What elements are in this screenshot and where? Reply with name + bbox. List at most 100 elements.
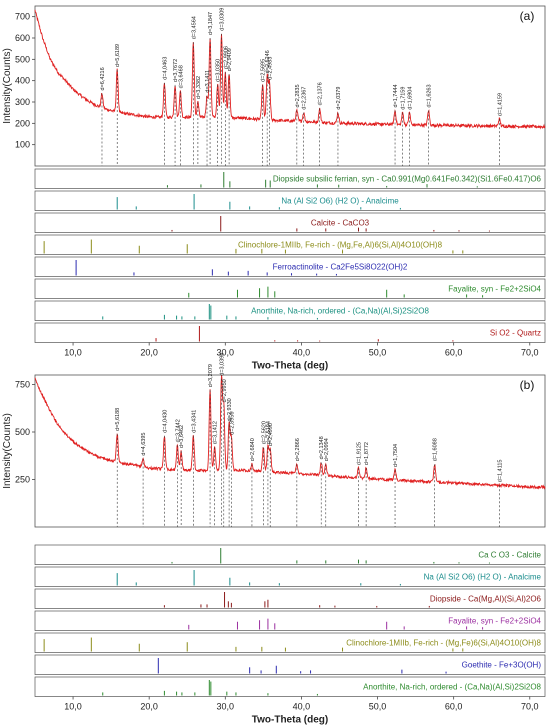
reference-strip: Ca C O3 - Calcite bbox=[34, 544, 546, 565]
reference-phase-label: Diopside - Ca(Mg,Al)(Si,Al)2O6 bbox=[430, 595, 542, 604]
peak-d-spacing-label: d=1,9125 bbox=[357, 442, 363, 465]
reference-strip-frame bbox=[34, 632, 546, 653]
plot-frame bbox=[34, 374, 546, 528]
diffraction-pattern-line bbox=[34, 375, 546, 490]
peak-d-spacing-label: d=3,6468 bbox=[178, 65, 184, 88]
peak-d-spacing-label: d=2,2866 bbox=[295, 438, 301, 461]
peak-d-spacing-label: d=3,7442 bbox=[175, 419, 181, 442]
reference-strip-frame bbox=[34, 566, 546, 587]
y-tick-label: 500 bbox=[15, 427, 30, 437]
peak-d-spacing-label: d=1,7504 bbox=[393, 444, 399, 467]
x-tick-label: 70,0 bbox=[521, 702, 539, 712]
y-axis-label: Intensity(Counts) bbox=[2, 413, 13, 489]
peak-d-spacing-label: d=4,6395 bbox=[141, 433, 147, 456]
x-tick-label: 60,0 bbox=[445, 702, 463, 712]
y-tick-label: 500 bbox=[15, 54, 30, 64]
reference-strip-frame bbox=[34, 190, 546, 211]
peak-d-spacing-label: d=1,4159 bbox=[497, 93, 503, 116]
peak-d-spacing-label: d=1,7444 bbox=[393, 84, 399, 107]
y-tick-label: 400 bbox=[15, 76, 30, 86]
peak-d-spacing-label: d=4,0463 bbox=[162, 57, 168, 80]
peak-d-spacing-label: d=3,1412 bbox=[213, 421, 219, 444]
reference-strip-frame bbox=[34, 588, 546, 609]
reference-strip: Clinochlore-1MIIb, Fe-rich - (Mg,Fe,Al)6… bbox=[34, 234, 546, 255]
peak-d-spacing-label: d=3,4564 bbox=[191, 16, 197, 39]
peak-d-spacing-label: d=1,6904 bbox=[408, 87, 414, 110]
peak-d-spacing-label: d=3,3382 bbox=[196, 76, 202, 99]
reference-strip: Goethite - Fe+3O(OH) bbox=[34, 654, 546, 675]
peak-d-spacing-label: d=2,5620 bbox=[261, 421, 267, 444]
reference-phase-label: Ferroactinolite - Ca2Fe5Si8O22(OH)2 bbox=[273, 263, 408, 272]
reference-strip-frame bbox=[34, 234, 546, 255]
reference-phase-label: Na (Al Si2 O6) (H2 O) - Analcime bbox=[281, 197, 399, 206]
peak-d-spacing-label: d=2,5695 bbox=[261, 59, 267, 82]
x-tick-label: 70,0 bbox=[521, 348, 539, 358]
reference-strip: Anorthite, Na-rich, ordered - (Ca,Na)(Al… bbox=[34, 300, 546, 321]
peak-d-spacing-label: d=2,2367 bbox=[302, 87, 308, 110]
reference-phase-label: Fayalite, syn - Fe2+2SiO4 bbox=[448, 617, 541, 626]
peak-d-spacing-label: d=3,0350 bbox=[216, 59, 222, 82]
peak-d-spacing-label: d=3,1847 bbox=[208, 12, 214, 35]
reference-phase-label: Anorthite, Na-rich, ordered - (Ca,Na)(Al… bbox=[363, 683, 541, 692]
peak-d-spacing-label: d=1,7159 bbox=[401, 87, 407, 110]
xrd-panel: 250 500 750 Intensity(Counts) (b) d=5,6188 d=4… bbox=[2, 353, 546, 725]
peak-d-spacing-label: d=2,1348 bbox=[319, 436, 325, 459]
peak-d-spacing-label: d=2,0379 bbox=[336, 87, 342, 110]
x-tick-label: 30,0 bbox=[217, 348, 235, 358]
x-tick-label: 20,0 bbox=[140, 348, 158, 358]
peak-d-spacing-label: d=1,8772 bbox=[364, 442, 370, 465]
peak-d-spacing-label: d=2,5194 bbox=[266, 421, 272, 444]
x-tick-label: 10,0 bbox=[64, 702, 82, 712]
peak-d-spacing-label: d=3,7672 bbox=[173, 59, 179, 82]
reference-strip-frame bbox=[34, 168, 546, 189]
reference-strip-frame bbox=[34, 676, 546, 697]
reference-phase-label: Diopside subsilic ferrian, syn - Ca0.991… bbox=[273, 175, 542, 184]
reference-strip: Anorthite, Na-rich, ordered - (Ca,Na)(Al… bbox=[34, 676, 546, 697]
peak-d-spacing-label: d=2,1376 bbox=[318, 82, 324, 105]
peak-d-spacing-label: d=1,6263 bbox=[427, 84, 433, 107]
diffraction-pattern-line bbox=[34, 9, 546, 130]
panel-label: (a) bbox=[520, 9, 535, 23]
reference-phase-label: Clinochlore-1MIIb, Fe-rich - (Mg,Fe)6(Si… bbox=[346, 639, 541, 648]
x-tick-label: 50,0 bbox=[369, 702, 387, 712]
peak-d-spacing-label: d=3,4341 bbox=[191, 410, 197, 433]
x-axis-label: Two-Theta (deg) bbox=[252, 715, 328, 725]
peak-d-spacing-label: d=2,9906 bbox=[223, 46, 229, 69]
peak-d-spacing-label: d=3,0396 bbox=[219, 353, 225, 376]
reference-strip: Diopside subsilic ferrian, syn - Ca0.991… bbox=[34, 168, 546, 189]
peak-d-spacing-label: d=2,9409 bbox=[227, 48, 233, 71]
reference-strip: Na (Al Si2 O6) (H2 O) - Analcime bbox=[34, 566, 546, 587]
plot-frame bbox=[34, 5, 546, 167]
y-tick-label: 200 bbox=[15, 118, 30, 128]
peak-d-spacing-label: d=2,9950 bbox=[222, 379, 228, 402]
y-tick-label: 700 bbox=[15, 12, 30, 22]
panel-label: (b) bbox=[520, 378, 535, 392]
peak-d-spacing-label: d=2,6840 bbox=[250, 438, 256, 461]
reference-strip: Diopside - Ca(Mg,Al)(Si,Al)2O6 bbox=[34, 588, 546, 609]
x-tick-label: 40,0 bbox=[293, 702, 311, 712]
x-axis-label: Two-Theta (deg) bbox=[252, 361, 328, 372]
y-tick-label: 750 bbox=[15, 380, 30, 390]
reference-phase-label: Si O2 - Quartz bbox=[490, 329, 541, 338]
x-tick-label: 20,0 bbox=[140, 702, 158, 712]
reference-strip-frame bbox=[34, 654, 546, 675]
peak-d-spacing-label: d=2,4983 bbox=[267, 57, 273, 80]
peak-d-spacing-label: d=1,6088 bbox=[433, 438, 439, 461]
peak-d-spacing-label: d=3,2079 bbox=[208, 364, 214, 387]
reference-strip-frame bbox=[34, 322, 546, 343]
peak-d-spacing-label: d=3,1411 bbox=[205, 70, 211, 93]
peak-d-spacing-label: d=3,6462 bbox=[179, 425, 185, 448]
reference-phase-label: Na (Al Si2 O6) (H2 O) - Analcime bbox=[424, 573, 542, 582]
reference-phase-label: Anorthite, Na-rich, ordered - (Ca,Na)(Al… bbox=[251, 307, 429, 316]
peak-d-spacing-label: d=4,0430 bbox=[162, 410, 168, 433]
y-tick-label: 600 bbox=[15, 33, 30, 43]
peak-d-spacing-label: d=5,6189 bbox=[115, 44, 121, 67]
reference-strip: Ferroactinolite - Ca2Fe5Si8O22(OH)2 bbox=[34, 256, 546, 277]
x-tick-label: 50,0 bbox=[369, 348, 387, 358]
reference-phase-label: Clinochlore-1MIIb, Fe-rich - (Mg,Fe,Al)6… bbox=[238, 241, 443, 250]
reference-phase-label: Ca C O3 - Calcite bbox=[478, 551, 541, 560]
peak-d-spacing-label: d=5,6188 bbox=[115, 408, 121, 431]
reference-strip: Na (Al Si2 O6) (H2 O) - Analcime bbox=[34, 190, 546, 211]
reference-strip-frame bbox=[34, 278, 546, 299]
